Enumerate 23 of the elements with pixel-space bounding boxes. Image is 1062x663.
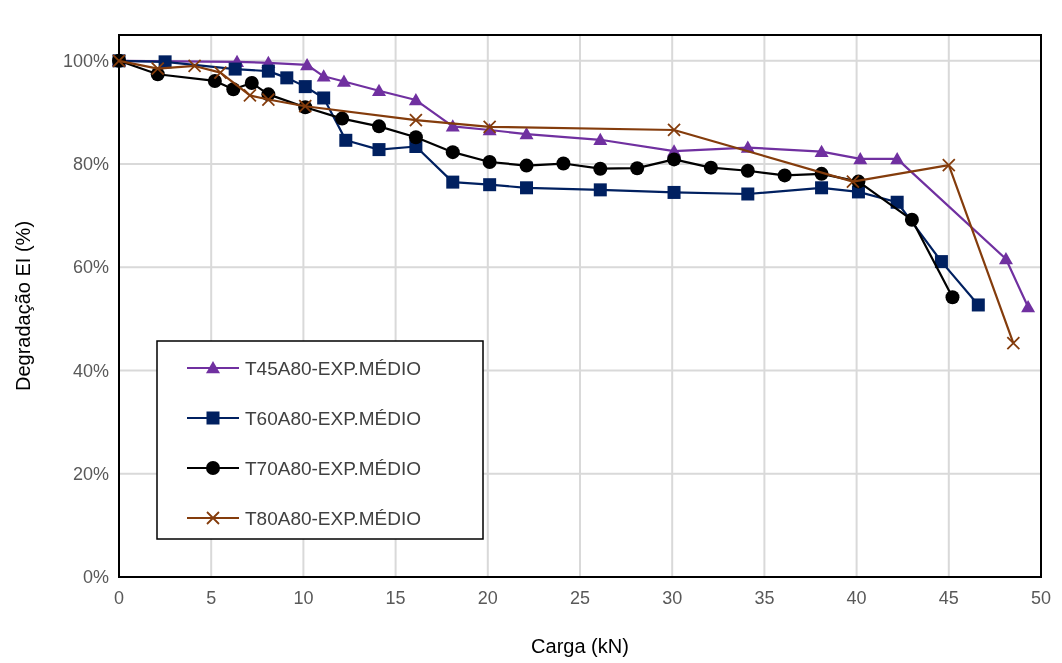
x-tick-label: 30 [662, 588, 683, 608]
y-tick-label: 80% [72, 154, 109, 175]
legend-label: T60A80-EXP.MÉDIO [245, 408, 422, 429]
x-axis-title: Carga (kN) [531, 635, 629, 657]
x-tick-label: 50 [1030, 588, 1052, 608]
y-tick-label: 60% [72, 257, 109, 278]
x-tick-label: 0 [113, 588, 125, 608]
x-tick-label: 45 [938, 588, 959, 608]
x-tick-label: 25 [569, 588, 591, 608]
legend-label: T70A80-EXP.MÉDIO [245, 458, 422, 479]
x-tick-label: 15 [385, 588, 406, 608]
y-tick-label: 0% [82, 567, 109, 587]
y-tick-label: 40% [72, 360, 109, 381]
y-tick-label: 20% [72, 463, 109, 484]
x-tick-label: 20 [477, 588, 498, 608]
x-tick-label: 5 [206, 588, 217, 608]
legend-label: T45A80-EXP.MÉDIO [245, 358, 422, 379]
legend-label: T80A80-EXP.MÉDIO [245, 508, 422, 529]
x-tick-label: 40 [846, 588, 867, 608]
y-tick-label: 100% [62, 50, 109, 71]
x-tick-label: 10 [293, 588, 314, 608]
x-tick-label: 35 [754, 588, 775, 608]
y-axis-title: Degradação EI (%) [12, 220, 34, 392]
